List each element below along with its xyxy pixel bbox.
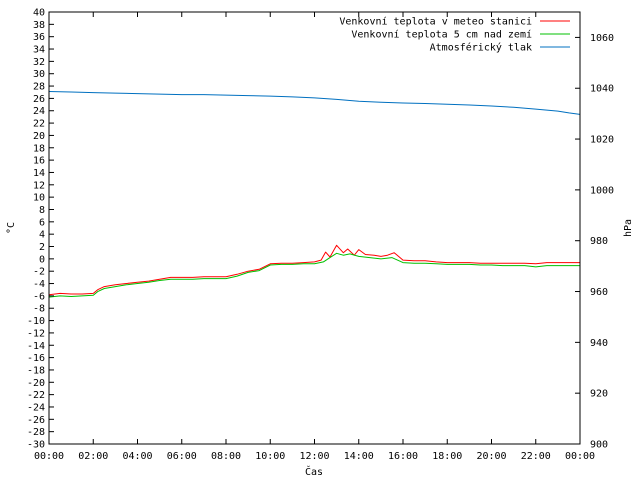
y-left-tick-label: -24 [27,402,45,413]
x-tick-label: 08:00 [211,451,241,462]
y-left-tick-label: 28 [33,82,45,93]
x-tick-label: 18:00 [432,451,462,462]
y-right-tick-label: 920 [590,389,608,400]
y-right-tick-label: 1060 [590,33,614,44]
y-left-tick-label: -26 [27,415,45,426]
x-tick-label: 04:00 [122,451,152,462]
y-left-tick-label: 0 [39,254,45,265]
y-left-tick-label: 4 [39,230,45,241]
legend: Venkovní teplota v meteo staniciVenkovní… [339,16,570,54]
y-left-tick-label: -6 [33,291,45,302]
y-left-tick-label: -20 [27,378,45,389]
x-axis-label: Čas [305,465,323,478]
y-left-tick-label: 40 [33,8,45,19]
y-left-tick-label: 8 [39,205,45,216]
y-left-tick-label: 32 [33,57,45,68]
y-right-tick-label: 1000 [590,185,614,196]
y-left-tick-label: -28 [27,427,45,438]
y-left-tick-label: 26 [33,94,45,105]
y-left-tick-label: 2 [39,242,45,253]
y-axis-right-label: hPa [623,219,634,237]
legend-label: Venkovní teplota 5 cm nad zemí [351,29,532,41]
y-left-tick-label: 34 [33,45,45,56]
series-line-1 [48,244,580,296]
y-left-tick-label: -4 [33,279,45,290]
y-right-tick-label: 940 [590,338,608,349]
axes-layer: 4038363432302826242220181614121086420-2-… [27,8,614,463]
x-tick-label: 16:00 [388,451,418,462]
x-tick-label: 22:00 [521,451,551,462]
series-line-3 [48,91,581,115]
y-right-tick-label: 960 [590,287,608,298]
x-tick-label: 10:00 [255,451,285,462]
x-tick-label: 20:00 [476,451,506,462]
legend-label: Atmosférický tlak [430,42,532,54]
y-right-tick-label: 1040 [590,84,614,95]
y-left-tick-label: 38 [33,20,45,31]
y-left-tick-label: -22 [27,390,45,401]
y-left-tick-label: 30 [33,69,45,80]
y-left-tick-label: -2 [33,267,45,278]
y-right-tick-label: 900 [590,440,608,451]
x-tick-label: 00:00 [565,451,595,462]
y-left-tick-label: -12 [27,328,45,339]
y-left-tick-label: -8 [33,304,45,315]
y-left-tick-label: 10 [33,193,45,204]
series-line-2 [48,252,580,298]
y-left-tick-label: 36 [33,32,45,43]
y-left-tick-label: 22 [33,119,45,130]
y-left-tick-label: 20 [33,131,45,142]
y-left-tick-label: -10 [27,316,45,327]
series-layer [48,91,581,298]
x-tick-label: 14:00 [344,451,374,462]
y-left-tick-label: 6 [39,217,45,228]
y-left-tick-label: 14 [33,168,45,179]
plot-frame [48,11,581,445]
y-left-tick-label: -30 [27,440,45,451]
y-left-tick-label: 18 [33,143,45,154]
y-left-tick-label: -16 [27,353,45,364]
legend-label: Venkovní teplota v meteo stanici [339,16,532,28]
x-tick-label: 06:00 [167,451,197,462]
y-left-tick-label: -14 [27,341,45,352]
y-left-tick-label: -18 [27,365,45,376]
x-tick-label: 00:00 [34,451,64,462]
x-tick-label: 02:00 [78,451,108,462]
y-right-tick-label: 980 [590,236,608,247]
y-left-tick-label: 16 [33,156,45,167]
y-right-tick-label: 1020 [590,135,614,146]
y-left-tick-label: 12 [33,180,45,191]
y-left-tick-label: 24 [33,106,45,117]
y-axis-left-label: °C [6,222,17,234]
x-tick-label: 12:00 [299,451,329,462]
